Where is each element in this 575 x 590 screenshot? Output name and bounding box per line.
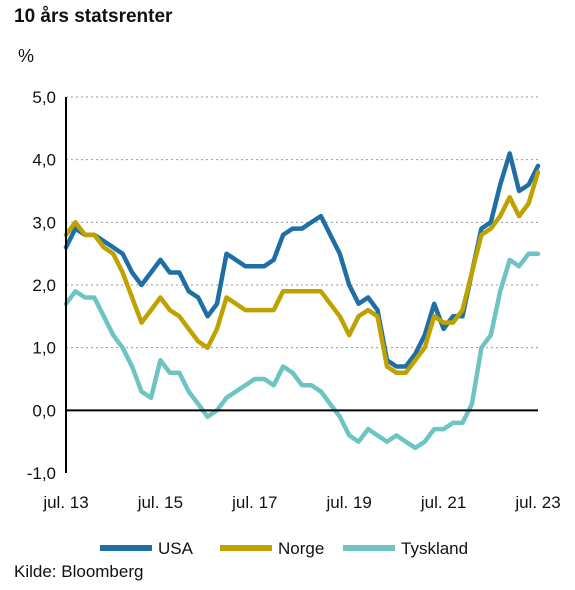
legend-label-usa: USA — [158, 539, 194, 558]
x-tick-labels: jul. 13 jul. 15 jul. 17 jul. 19 jul. 21 jul. … — [42, 493, 560, 512]
x-tick-label: jul. 19 — [326, 493, 372, 512]
legend: USA Norge Tyskland — [100, 539, 468, 558]
y-tick-label: 2,0 — [32, 276, 56, 295]
x-tick-label: jul. 15 — [137, 493, 183, 512]
y-tick-label: 4,0 — [32, 151, 56, 170]
series-line-tyskland — [63, 251, 541, 451]
legend-label-tyskland: Tyskland — [401, 539, 468, 558]
y-tick-label: -1,0 — [27, 464, 56, 483]
y-tick-label: 5,0 — [32, 88, 56, 107]
legend-label-norge: Norge — [278, 539, 324, 558]
source-note: Kilde: Bloomberg — [14, 562, 144, 581]
x-tick-label: jul. 21 — [420, 493, 466, 512]
series-line-usa — [63, 151, 541, 369]
series-line-norge — [63, 169, 541, 375]
y-tick-label: 3,0 — [32, 213, 56, 232]
y-tick-label: 0,0 — [32, 401, 56, 420]
x-tick-label: jul. 23 — [514, 493, 560, 512]
x-tick-label: jul. 13 — [42, 493, 88, 512]
series-lines — [63, 151, 541, 451]
gridlines — [66, 96, 538, 349]
y-tick-label: 1,0 — [32, 339, 56, 358]
y-axis-unit: % — [18, 46, 35, 66]
chart-title: 10 års statsrenter — [14, 6, 173, 27]
x-tick-label: jul. 17 — [231, 493, 277, 512]
y-tick-labels: -1,0 0,0 1,0 2,0 3,0 4,0 5,0 — [27, 88, 56, 483]
